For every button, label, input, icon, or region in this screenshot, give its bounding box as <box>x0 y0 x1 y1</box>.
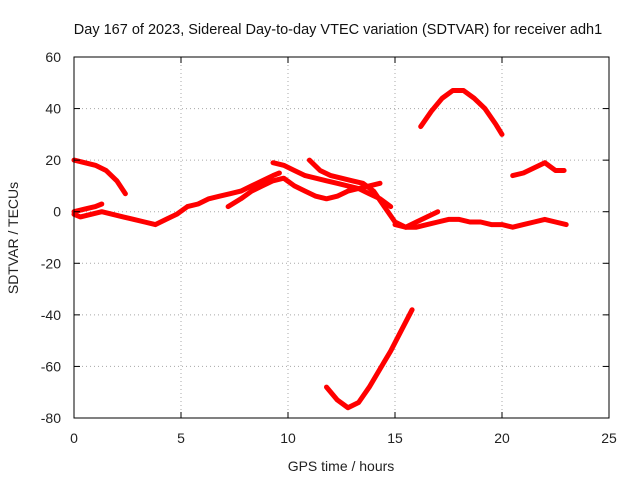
y-tick-label: 60 <box>45 49 61 65</box>
chart-title: Day 167 of 2023, Sidereal Day-to-day VTE… <box>74 22 602 38</box>
series-line-arc-noon-crest <box>270 160 394 210</box>
x-axis-label: GPS time / hours <box>288 458 395 474</box>
x-axis-ticks: 0 5 10 15 20 25 <box>70 57 617 446</box>
y-axis-ticks: -80 -60 -40 -20 0 20 40 60 <box>41 49 609 426</box>
series-line-arc-dawn-bump <box>71 201 105 215</box>
series-line-arc-night-plateau <box>510 160 567 179</box>
grid-lines <box>74 57 609 418</box>
y-tick-label: -20 <box>41 255 61 271</box>
y-tick-label: -60 <box>41 358 61 374</box>
series-line-arc-evening-peak <box>418 88 505 137</box>
x-tick-label: 25 <box>601 430 617 446</box>
y-tick-label: 40 <box>45 101 61 117</box>
y-tick-label: 20 <box>45 152 61 168</box>
x-tick-label: 15 <box>387 430 403 446</box>
y-tick-label: -40 <box>41 307 61 323</box>
data-series <box>71 88 569 411</box>
x-tick-label: 0 <box>70 430 78 446</box>
y-axis-label: SDTVAR / TECUs <box>5 182 21 294</box>
series-line-arc-morning-baseline <box>71 170 282 228</box>
x-tick-label: 10 <box>280 430 296 446</box>
series-line-arc-late-swing <box>392 209 441 230</box>
x-tick-label: 20 <box>494 430 510 446</box>
series-line-arc-afternoon-dip <box>306 157 569 230</box>
plot-frame <box>73 56 610 419</box>
series-line-arc-deep-trough <box>324 307 415 411</box>
x-tick-label: 5 <box>177 430 185 446</box>
y-tick-label: 0 <box>53 204 61 220</box>
y-tick-label: -80 <box>41 410 61 426</box>
series-line-arc-early-decline <box>71 157 128 197</box>
